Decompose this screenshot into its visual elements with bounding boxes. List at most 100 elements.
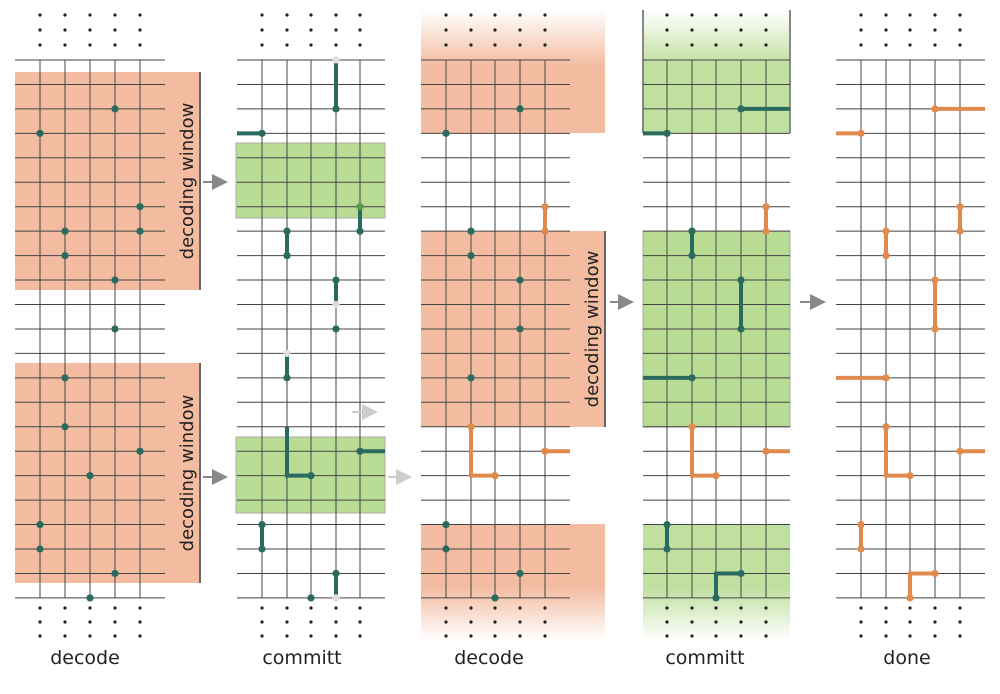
defect xyxy=(136,227,144,235)
ellipsis-dot xyxy=(138,43,142,47)
ellipsis-dot xyxy=(113,28,117,32)
ellipsis-dot xyxy=(469,634,473,638)
defect xyxy=(516,569,524,578)
defect xyxy=(663,545,671,553)
ellipsis-dot xyxy=(543,620,547,624)
defect xyxy=(136,203,144,211)
regions xyxy=(15,10,791,640)
defect xyxy=(283,252,291,260)
ellipsis-dot xyxy=(908,620,912,624)
defect xyxy=(467,227,475,235)
ellipsis-dot xyxy=(665,43,669,47)
defect xyxy=(516,325,524,333)
defect xyxy=(737,105,745,113)
ellipsis-dot xyxy=(665,28,669,32)
ellipsis-dot xyxy=(690,43,694,47)
ellipsis-dot xyxy=(739,606,743,610)
defects xyxy=(36,56,985,602)
defect xyxy=(307,472,315,480)
ellipsis-dot xyxy=(469,43,473,47)
ellipsis-dot xyxy=(285,606,289,610)
ellipsis-dot xyxy=(88,13,92,17)
defect xyxy=(762,227,770,235)
ellipsis-dot xyxy=(138,620,142,624)
window-region xyxy=(421,524,605,640)
defect xyxy=(688,374,696,382)
defect xyxy=(541,447,549,455)
defect xyxy=(442,520,450,529)
ellipsis-dot xyxy=(334,620,338,624)
ellipsis-dot xyxy=(138,606,142,610)
ellipsis-dot xyxy=(958,606,962,610)
ellipsis-dot xyxy=(38,634,42,638)
ellipsis-dot xyxy=(690,13,694,17)
defect xyxy=(332,569,340,578)
correction xyxy=(285,426,311,478)
ellipsis-dot xyxy=(260,620,264,624)
defect xyxy=(258,520,266,529)
ellipsis-dot xyxy=(138,28,142,32)
defect xyxy=(931,276,939,284)
ellipsis-dot xyxy=(493,606,497,610)
ellipsis-dot xyxy=(518,13,522,17)
ellipsis-dot xyxy=(469,28,473,32)
defect xyxy=(258,129,266,137)
defect xyxy=(857,545,865,553)
ellipsis-dot xyxy=(518,28,522,32)
ellipsis-dot xyxy=(63,13,67,17)
ellipsis-dot xyxy=(285,634,289,638)
ellipsis-dot xyxy=(260,606,264,610)
defect xyxy=(86,594,94,602)
defect xyxy=(61,227,69,235)
ellipsis-dot xyxy=(764,28,768,32)
correction xyxy=(690,426,716,478)
defect xyxy=(332,276,340,284)
ellipsis-dot xyxy=(113,634,117,638)
panel-label: decode xyxy=(50,647,120,669)
window-label: decoding window xyxy=(177,395,198,552)
ellipsis-dot xyxy=(113,13,117,17)
ellipsis-dot xyxy=(714,28,718,32)
ellipsis-dot xyxy=(309,28,313,32)
ellipsis-dot xyxy=(690,620,694,624)
ellipsis-dot xyxy=(358,28,362,32)
defect xyxy=(762,447,770,455)
ellipsis-dot xyxy=(358,606,362,610)
panel-label: done xyxy=(883,647,930,669)
ellipsis-dot xyxy=(958,43,962,47)
defect xyxy=(882,227,890,235)
ellipsis-dot xyxy=(908,13,912,17)
ellipsis-dot xyxy=(518,606,522,610)
ellipsis-dot xyxy=(859,43,863,47)
ellipsis-dot xyxy=(714,606,718,610)
ellipsis-dot xyxy=(260,634,264,638)
ellipsis-dot xyxy=(38,13,42,17)
defect xyxy=(307,594,315,602)
ellipsis-dot xyxy=(739,634,743,638)
defect xyxy=(956,203,964,211)
ellipsis-dot xyxy=(88,620,92,624)
ellipsis-dot xyxy=(884,13,888,17)
ellipsis-dot xyxy=(884,28,888,32)
ellipsis-dot xyxy=(764,634,768,638)
ellipsis-dot xyxy=(334,43,338,47)
ellipsis-dot xyxy=(493,634,497,638)
defect xyxy=(467,252,475,260)
defect xyxy=(882,374,890,382)
ellipsis-dot xyxy=(285,13,289,17)
defect xyxy=(906,472,914,480)
defect xyxy=(36,520,44,529)
ellipsis-dot xyxy=(358,43,362,47)
defect xyxy=(36,129,44,137)
defect xyxy=(737,325,745,333)
correction xyxy=(908,571,935,598)
defect xyxy=(516,105,524,113)
ellipsis-dot xyxy=(543,43,547,47)
ellipsis-dot xyxy=(285,620,289,624)
ellipsis-dot xyxy=(958,13,962,17)
arrows xyxy=(203,174,826,485)
ellipsis-dot xyxy=(859,13,863,17)
defect xyxy=(332,325,340,333)
defect xyxy=(61,252,69,260)
